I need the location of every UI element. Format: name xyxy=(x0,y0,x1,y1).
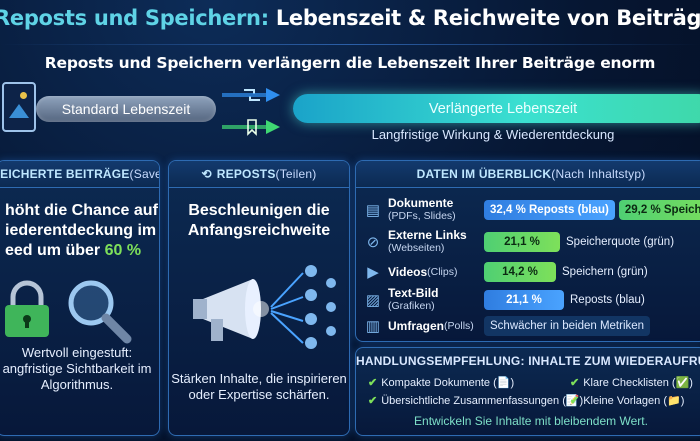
repost-icon: ⟲ xyxy=(201,167,212,181)
recommendation-panel: HANDLUNGSEMPFEHLUNG: INHALTE ZUM WIEDERA… xyxy=(355,347,700,436)
overview-panel: DATEN IM ÜBERBLICK (Nach Inhaltstyp) ▤ D… xyxy=(355,160,700,342)
reposts-pill: 32,4 % Reposts (blau) xyxy=(484,200,615,220)
row-label: Dokumente xyxy=(388,196,454,210)
document-icon: ▤ xyxy=(365,202,381,219)
saves-pill: 21,1 % xyxy=(484,232,560,252)
overview-row-umfragen: ▥ Umfragen (Polls) Schwächer in beiden M… xyxy=(364,313,651,339)
metric-label: Speicherquote (grün) xyxy=(566,236,675,248)
row-sublabel: (Grafiken) xyxy=(388,300,435,312)
recommendation-item: ✔ Kleine Vorlagen (📁) xyxy=(570,394,684,407)
reposts-panel-heading: ⟲ REPOSTS (Teilen) xyxy=(169,161,349,188)
reposts-heading-sub: (Teilen) xyxy=(275,167,317,181)
weak-metric-pill: Schwächer in beiden Metriken xyxy=(484,316,651,336)
saves-panel-heading: SPEICHERTE BEITRÄGE (Saves) xyxy=(0,161,159,188)
standard-lifespan-bar: Standard Lebenszeit xyxy=(36,96,216,122)
row-sublabel: (Clips) xyxy=(427,265,458,278)
saves-description: Wertvoll eingestuft: angfristige Sichtba… xyxy=(2,345,152,392)
reposts-panel: ⟲ REPOSTS (Teilen) Beschleunigen die Anfa… xyxy=(168,160,350,436)
recommendation-heading: HANDLUNGSEMPFEHLUNG: INHALTE ZUM WIEDERA… xyxy=(356,354,700,368)
metric-label: Reposts (blau) xyxy=(570,294,645,306)
saves-headline-line-2: iederentdeckung im xyxy=(5,222,157,239)
row-label: Text-Bild xyxy=(388,286,439,300)
row-label: Umfragen xyxy=(388,318,445,333)
overview-row-text-bild: ▨ Text-Bild (Grafiken) 21,1 % Reposts (bl… xyxy=(364,287,645,313)
lock-icon xyxy=(5,280,49,337)
recommendation-item-text: Kleine Vorlagen (📁) xyxy=(583,395,685,407)
megaphone-icon xyxy=(193,265,336,349)
row-sublabel: (Webseiten) xyxy=(388,242,445,254)
title-part-1: Reposts und Speichern: xyxy=(0,6,269,30)
link-icon: ⊘ xyxy=(366,234,380,251)
check-icon: ✔ xyxy=(570,377,580,389)
reposts-heading-text: REPOSTS xyxy=(216,167,276,181)
recommendation-item-text: Übersichtliche Zusammenfassungen (📝) xyxy=(381,395,584,407)
title-part-2: Lebenszeit & Reichweite von Beiträgen xyxy=(268,6,700,30)
recommendation-item: ✔ Übersichtliche Zusammenfassungen (📝) xyxy=(368,394,583,407)
saves-heading-text: SPEICHERTE BEITRÄGE xyxy=(0,167,130,181)
row-sublabel: (Polls) xyxy=(444,319,474,332)
saves-headline-text: eed um über xyxy=(5,242,105,259)
saves-heading-sub: (Saves) xyxy=(129,167,159,181)
saves-headline-percent: 60 % xyxy=(104,242,142,259)
recommendation-item: ✔ Kompakte Dokumente (📄) xyxy=(368,376,514,389)
overview-row-videos: ▶ Videos (Clips) 14,2 % Speichern (grün) xyxy=(364,259,648,285)
bookmark-arrow-icon xyxy=(222,119,280,136)
check-icon: ✔ xyxy=(368,395,378,407)
extended-lifespan-subtitle: Langfristige Wirkung & Wiederentdeckung xyxy=(371,127,615,142)
recommendation-item-text: Klare Checklisten (✅) xyxy=(583,377,693,389)
overview-row-externe-links: ⊘ Externe Links (Webseiten) 21,1 % Speich… xyxy=(364,229,674,255)
poll-icon: ▥ xyxy=(365,318,381,335)
reposts-headline: Beschleunigen die Anfangsreichweite xyxy=(187,202,331,239)
saves-headline-line-1: höht die Chance auf xyxy=(5,202,158,219)
recommendation-cta: Entwickeln Sie Inhalte mit bleibendem We… xyxy=(414,414,648,428)
standard-lifespan-label: Standard Lebenszeit xyxy=(61,101,191,117)
magnifier-icon xyxy=(68,280,132,344)
image-icon: ▨ xyxy=(365,292,381,309)
overview-heading-text: DATEN IM ÜBERBLICK xyxy=(416,167,552,181)
recommendation-item: ✔ Klare Checklisten (✅) xyxy=(570,376,693,389)
recommendation-item-text: Kompakte Dokumente (📄) xyxy=(381,377,515,389)
metric-label: Speichern (grün) xyxy=(562,266,648,278)
page-title: Reposts und Speichern: Lebenszeit & Reic… xyxy=(0,6,700,30)
divider xyxy=(0,44,700,45)
video-icon: ▶ xyxy=(367,264,379,281)
saves-pill: 14,2 % xyxy=(484,262,556,282)
row-label: Videos xyxy=(388,264,428,279)
overview-row-dokumente: ▤ Dokumente (PDFs, Slides) 32,4 % Reposts… xyxy=(364,197,700,223)
check-icon: ✔ xyxy=(570,395,580,407)
extended-lifespan-bar: Verlängerte Lebenszeit xyxy=(293,94,700,123)
overview-heading-sub: (Nach Inhaltstyp) xyxy=(551,167,646,181)
row-label: Externe Links xyxy=(388,228,467,242)
overview-panel-heading: DATEN IM ÜBERBLICK (Nach Inhaltstyp) xyxy=(356,161,700,188)
reposts-pill: 21,1 % xyxy=(484,290,564,310)
extended-lifespan-label: Verlängerte Lebenszeit xyxy=(428,100,578,117)
reposts-description: Stärken Inhalte, die inspirieren oder Ex… xyxy=(171,371,347,402)
image-icon xyxy=(2,82,36,132)
saves-panel: SPEICHERTE BEITRÄGE (Saves) höht die Cha… xyxy=(0,160,160,436)
saves-pill: 29,2 % Speichern xyxy=(618,200,700,220)
saves-headline-line-3: eed um über 60 % xyxy=(5,241,159,261)
subtitle: Reposts und Speichern verlängern die Leb… xyxy=(44,54,656,72)
saves-headline: höht die Chance auf iederentdeckung im e… xyxy=(5,201,159,261)
repost-arrow-icon xyxy=(222,88,280,102)
check-icon: ✔ xyxy=(368,377,378,389)
row-sublabel: (PDFs, Slides) xyxy=(388,210,456,222)
